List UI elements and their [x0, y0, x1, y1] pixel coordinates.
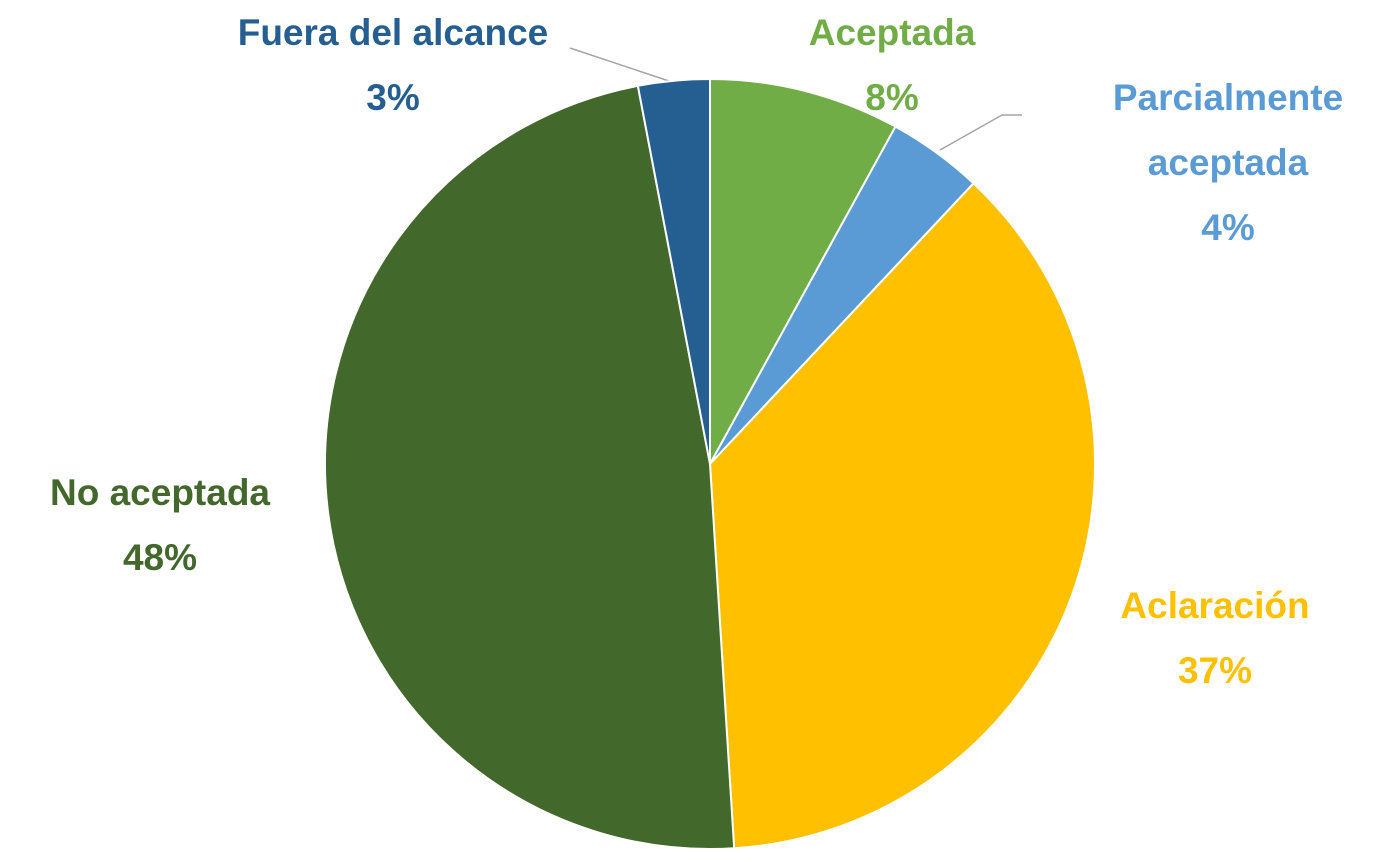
category-label: Aceptada [808, 12, 976, 53]
pie-slice [636, 77, 711, 465]
data-label: No aceptada 48% [0, 460, 320, 590]
data-label: Aclaración 37% [1065, 573, 1365, 703]
value-label: 37% [1177, 650, 1253, 691]
value-label: 3% [366, 77, 420, 118]
category-label: Fuera del alcance [237, 12, 549, 53]
value-label: 4% [1201, 207, 1255, 248]
category-label: No aceptada [49, 472, 270, 513]
value-label: 8% [865, 77, 919, 118]
category-label: Parcialmente aceptada [1112, 77, 1344, 183]
pie-slice [709, 77, 897, 465]
value-label: 48% [122, 537, 198, 578]
data-label: Parcialmente aceptada 4% [1078, 65, 1378, 260]
category-label: Aclaración [1120, 585, 1310, 626]
data-label: Aceptada 8% [742, 0, 1042, 130]
leader-line [569, 47, 673, 83]
leader-line [939, 114, 1022, 151]
pie-slice [324, 84, 736, 850]
pie-slice [708, 181, 1096, 850]
data-label: Fuera del alcance 3% [203, 0, 583, 130]
